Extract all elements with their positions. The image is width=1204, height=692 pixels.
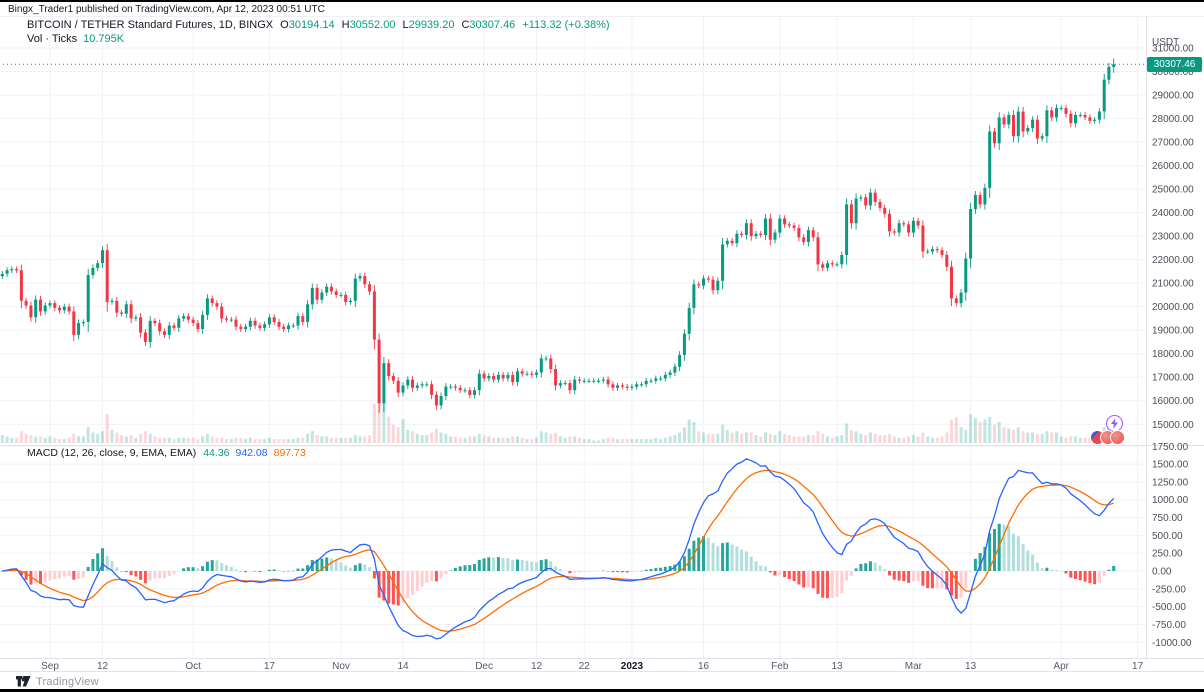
macd-main-line [2, 458, 1115, 640]
svg-text:1750.00: 1750.00 [1152, 442, 1189, 453]
current-price-label: 30307.46 [1147, 57, 1202, 72]
svg-text:13: 13 [831, 661, 843, 672]
open-key: O [280, 19, 289, 31]
candles [0, 58, 1116, 413]
macd-signal-line [2, 469, 1114, 632]
svg-text:Sep: Sep [41, 661, 59, 672]
symbol-title: BITCOIN / TETHER Standard Futures, 1D, B… [27, 19, 274, 31]
reaction-emojis[interactable] [1090, 430, 1125, 446]
svg-text:14: 14 [397, 661, 409, 672]
svg-text:500.00: 500.00 [1152, 531, 1183, 542]
svg-text:24000.00: 24000.00 [1152, 208, 1194, 219]
high-key: H [341, 19, 350, 31]
svg-text:27000.00: 27000.00 [1152, 138, 1194, 149]
svg-text:-750.00: -750.00 [1152, 620, 1186, 631]
svg-text:1000.00: 1000.00 [1152, 495, 1189, 506]
tradingview-brand-text: TradingView [36, 675, 99, 688]
svg-text:19000.00: 19000.00 [1152, 326, 1194, 337]
svg-text:-250.00: -250.00 [1152, 584, 1186, 595]
macd-line-value: 942.08 [235, 447, 268, 459]
svg-text:250.00: 250.00 [1152, 549, 1183, 560]
low-key: L [402, 19, 409, 31]
svg-text:22: 22 [579, 661, 591, 672]
volume-legend: Vol · Ticks 10.795K [27, 33, 124, 45]
volume-label: Vol · Ticks [27, 33, 78, 45]
tradingview-logo-icon [16, 676, 31, 687]
svg-text:1500.00: 1500.00 [1152, 460, 1189, 471]
svg-text:22000.00: 22000.00 [1152, 255, 1194, 266]
svg-text:17: 17 [264, 661, 276, 672]
macd-signal-value: 897.73 [273, 447, 306, 459]
tradingview-attribution: TradingView [16, 674, 99, 689]
svg-text:26000.00: 26000.00 [1152, 161, 1194, 172]
svg-text:Nov: Nov [332, 661, 350, 672]
svg-text:-1000.00: -1000.00 [1152, 638, 1192, 649]
svg-text:Feb: Feb [771, 661, 789, 672]
svg-text:28000.00: 28000.00 [1152, 114, 1194, 125]
svg-text:21000.00: 21000.00 [1152, 279, 1194, 290]
reaction-emoji-icon [1110, 430, 1125, 445]
price-axis-currency: USDT [1152, 37, 1180, 48]
svg-text:20000.00: 20000.00 [1152, 302, 1194, 313]
svg-text:750.00: 750.00 [1152, 513, 1183, 524]
svg-text:15000.00: 15000.00 [1152, 420, 1194, 431]
svg-text:17: 17 [1132, 661, 1144, 672]
svg-text:29000.00: 29000.00 [1152, 91, 1194, 102]
svg-text:25000.00: 25000.00 [1152, 185, 1194, 196]
svg-text:17000.00: 17000.00 [1152, 373, 1194, 384]
close-key: C [461, 19, 470, 31]
volume-value: 10.795K [83, 33, 125, 45]
svg-text:2023: 2023 [621, 661, 644, 672]
bottom-border [0, 689, 1204, 692]
symbol-legend: BITCOIN / TETHER Standard Futures, 1D, B… [27, 19, 610, 31]
svg-text:13: 13 [965, 661, 977, 672]
top-border [0, 0, 1204, 2]
svg-text:Dec: Dec [475, 661, 493, 672]
macd-hist-value: 44.36 [203, 447, 230, 459]
svg-text:16: 16 [698, 661, 710, 672]
svg-text:12: 12 [97, 661, 109, 672]
macd-title: MACD (12, 26, close, 9, EMA, EMA) [27, 447, 197, 459]
svg-text:Apr: Apr [1053, 661, 1069, 672]
close-value: 30307.46 [469, 19, 516, 31]
high-value: 30552.00 [349, 19, 396, 31]
svg-text:16000.00: 16000.00 [1152, 396, 1194, 407]
published-by-header: Bingx_Trader1 published on TradingView.c… [8, 4, 325, 15]
svg-text:Mar: Mar [905, 661, 923, 672]
svg-text:12: 12 [531, 661, 543, 672]
volume-bars [0, 388, 1116, 444]
svg-text:18000.00: 18000.00 [1152, 349, 1194, 360]
svg-text:-500.00: -500.00 [1152, 602, 1186, 613]
svg-text:0.00: 0.00 [1152, 567, 1172, 578]
change-value: +113.32 (+0.38%) [522, 19, 610, 31]
open-value: 30194.14 [288, 19, 335, 31]
svg-text:1250.00: 1250.00 [1152, 477, 1189, 488]
lightning-bolt-icon [1111, 418, 1118, 429]
macd-histogram [0, 523, 1116, 606]
svg-text:Oct: Oct [185, 661, 201, 672]
macd-legend: MACD (12, 26, close, 9, EMA, EMA) 44.36 94… [27, 447, 306, 459]
low-value: 29939.20 [408, 19, 455, 31]
svg-text:23000.00: 23000.00 [1152, 232, 1194, 243]
